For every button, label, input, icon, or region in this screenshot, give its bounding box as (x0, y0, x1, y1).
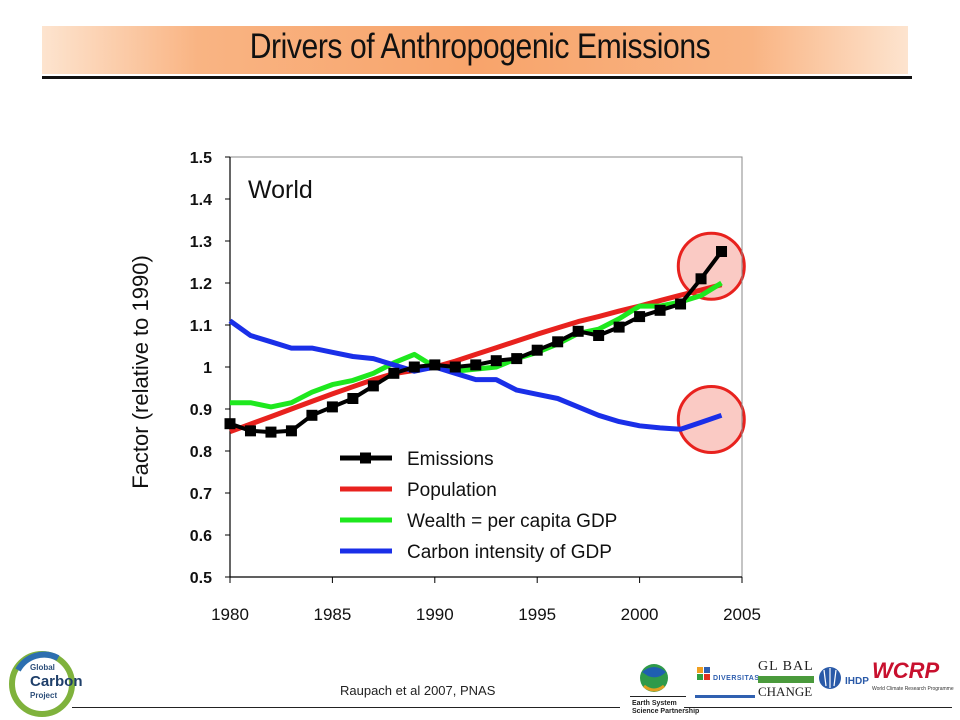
y-tick-label: 1.5 (190, 150, 212, 167)
data-point (695, 273, 707, 285)
x-tick-label: 2005 (723, 605, 761, 624)
footer-rule-right (684, 707, 952, 708)
igbp-logo: GL BAL CHANGE (758, 660, 814, 704)
data-point (511, 353, 523, 365)
data-point (716, 246, 728, 257)
y-tick-label: 1.2 (190, 276, 212, 293)
slide-title: Drivers of Anthropogenic Emissions (249, 27, 711, 66)
title-divider (42, 76, 912, 79)
ihdp-text: IHDP (845, 676, 869, 687)
wcrp-logo: WCRP World Climate Research Programme (872, 660, 954, 696)
legend-label-2: Population (407, 480, 497, 501)
wcrp-text: WCRP (872, 658, 940, 683)
data-point (613, 321, 625, 333)
chart-legend: Emissions Population Wealth = per capita G… (340, 449, 617, 563)
diversitas-mark (695, 667, 755, 698)
data-point (675, 298, 687, 310)
gcp-logo-line2: Carbon (30, 673, 83, 690)
data-point (265, 426, 277, 438)
data-point (408, 361, 420, 373)
data-point (449, 361, 461, 373)
data-point (490, 355, 502, 367)
data-point (429, 359, 441, 371)
y-tick-label: 1.4 (190, 192, 212, 209)
data-point (285, 425, 297, 437)
igbp-band (758, 676, 814, 683)
data-point (244, 425, 256, 437)
y-tick-label: 0.8 (190, 444, 212, 461)
y-tick-label: 1.1 (190, 318, 212, 335)
series-lines (224, 246, 728, 438)
data-point (326, 401, 338, 413)
data-point (572, 325, 584, 337)
wcrp-subtitle: World Climate Research Programme (872, 686, 954, 692)
series-line-4 (228, 318, 723, 432)
y-tick-label: 0.5 (190, 570, 212, 587)
data-point (470, 359, 482, 371)
essp-logo (630, 664, 686, 697)
igbp-text-bottom: CHANGE (758, 684, 813, 699)
diversitas-logo: DIVERSITAS (695, 663, 759, 703)
x-tick-label: 1980 (211, 605, 249, 624)
essp-logo-line2: Science Partnership (632, 708, 700, 715)
y-tick-label: 0.7 (190, 486, 212, 503)
data-point (367, 380, 379, 392)
y-tick-label: 1.3 (190, 234, 212, 251)
chart-axes: 0.5 0.6 0.7 0.8 0.9 1 1.1 1.2 1.3 1.4 1.5 1980 1985 1… (190, 150, 761, 624)
x-tick-label: 1995 (518, 605, 556, 624)
x-tick-label: 1990 (416, 605, 454, 624)
y-tick-label: 1 (203, 360, 212, 377)
y-tick-label: 0.6 (190, 528, 212, 545)
legend-marker (360, 452, 371, 464)
gcp-logo-text: Global Carbon Project (30, 662, 83, 702)
data-point (593, 330, 605, 341)
plot-frame (230, 156, 743, 577)
footer-rule-left (72, 707, 620, 708)
title-band (42, 26, 908, 74)
igbp-text-top: GL BAL (758, 659, 814, 674)
data-point (531, 344, 543, 356)
gcp-logo-line1: Global (30, 663, 55, 672)
data-point (306, 409, 318, 421)
data-point (634, 311, 646, 323)
data-point (654, 304, 666, 316)
data-point (224, 418, 236, 430)
data-point (552, 336, 564, 348)
y-axis-label: Factor (relative to 1990) (128, 255, 153, 489)
gcp-logo-line3: Project (30, 691, 58, 700)
diversitas-text: DIVERSITAS (713, 675, 760, 682)
legend-label-3: Wealth = per capita GDP (407, 511, 617, 532)
legend-label-4: Carbon intensity of GDP (407, 542, 612, 563)
citation: Raupach et al 2007, PNAS (340, 683, 496, 698)
ihdp-logo: IHDP (818, 664, 870, 694)
data-point (347, 393, 359, 404)
global-carbon-project-logo (9, 651, 75, 717)
ihdp-globe-icon (819, 667, 841, 689)
legend-label-1: Emissions (407, 449, 494, 470)
essp-logo-line1: Earth System (632, 700, 677, 707)
x-tick-label: 1985 (313, 605, 351, 624)
data-point (388, 367, 400, 379)
region-annotation: World (248, 176, 313, 204)
y-tick-label: 0.9 (190, 402, 212, 419)
x-tick-label: 2000 (621, 605, 659, 624)
essp-logo-text: Earth System Science Partnership (632, 700, 699, 716)
